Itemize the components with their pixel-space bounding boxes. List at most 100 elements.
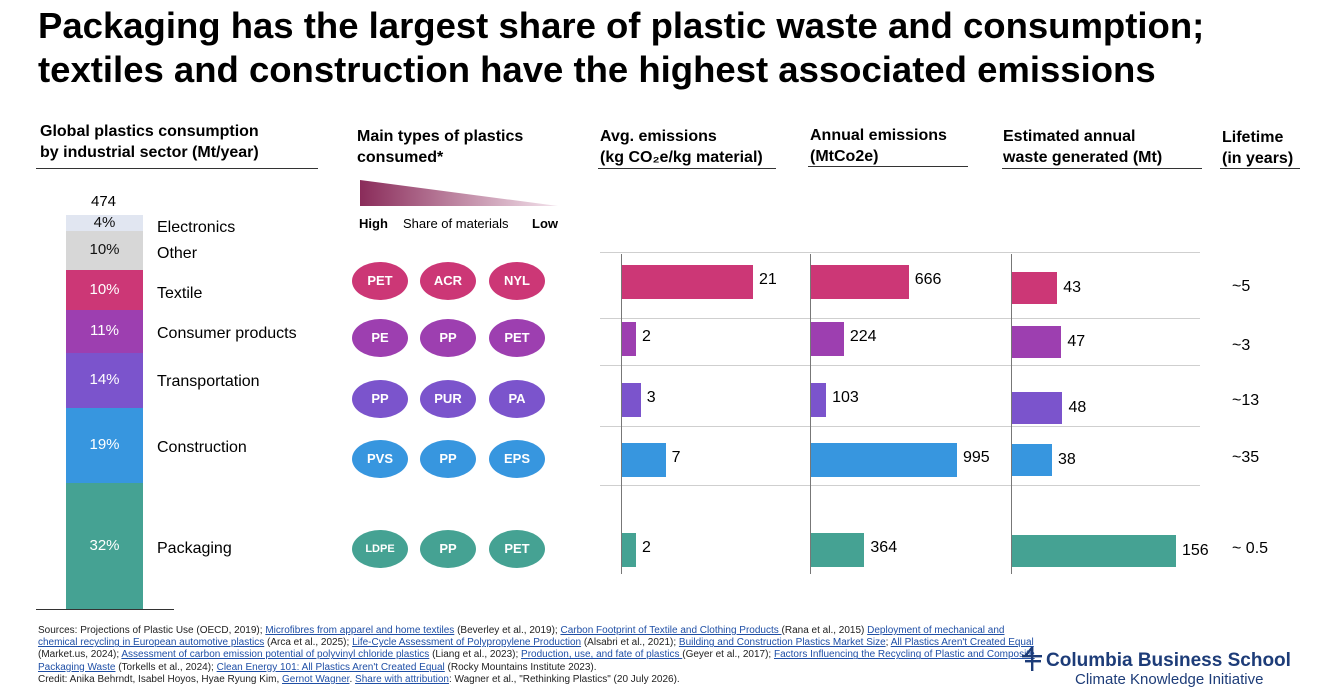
stack-segment-packaging [66,482,143,609]
credit-text: Credit: Anika Behrndt, Isabel Hoyos, Hya… [38,673,283,685]
legend-share-label: Share of materials [403,216,509,231]
header-types-line2: consumed* [357,149,444,166]
header-underline-lifetime [1220,168,1300,169]
waste-bar-transportation [1012,392,1063,424]
plastic-type-pp: PP [420,530,476,568]
header-avg-emissions: Avg. emissions (kg CO₂e/kg material) [600,126,763,168]
avg-emissions-value: 3 [646,389,656,406]
title-line-2: textiles and construction have the highe… [38,49,1156,90]
stack-share-label: 19% [89,436,120,454]
sector-label-consumer-products: Consumer products [157,325,297,342]
plastic-type-pet: PET [352,262,408,300]
share-gradient-wedge [360,180,558,206]
credit-text: : Wagner et al., "Rethinking Plastics" (… [448,673,680,685]
plastic-type-pvs: PVS [352,440,408,478]
avg-emissions-bar-transportation [622,383,641,417]
header-waste-line1: Estimated annual [1003,128,1136,145]
plastic-type-pp: PP [420,440,476,478]
header-underline-consumption [36,168,318,169]
avg-emissions-value: 2 [642,328,651,345]
source-text: (Arca et al., 2025); [264,637,353,649]
header-annual-emissions: Annual emissions (MtCo2e) [810,125,947,167]
header-lifetime: Lifetime (in years) [1222,127,1293,169]
source-link[interactable]: Carbon Footprint of Textile and Clothing… [560,625,782,636]
source-text: (Rana et al., 2015) [781,625,868,636]
waste-value: 156 [1182,542,1209,559]
plastic-type-pa: PA [489,380,545,418]
source-link[interactable]: Clean Energy 101: All Plastics Aren't Cr… [216,661,445,673]
source-link[interactable]: All Plastics Aren't Created Equal [890,637,1034,649]
plastic-type-eps: EPS [489,440,545,478]
source-text: (Liang et al., 2023); [429,649,522,661]
annual-emissions-bar-transportation [811,383,827,417]
avg-emissions-value: 7 [671,449,681,466]
source-link[interactable]: Microfibres from apparel and home textil… [265,625,455,636]
legend-high: High [359,216,388,231]
annual-emissions-bar-textile [811,265,909,299]
stack-segment-other [66,230,143,271]
header-types: Main types of plastics consumed* [357,126,523,168]
source-text: (Geyer et al., 2017); [682,649,774,661]
credit-link[interactable]: Gernot Wagner [282,673,350,685]
header-lifetime-line2: (in years) [1222,150,1294,167]
header-lifetime-line1: Lifetime [1222,129,1284,146]
plastic-type-pe: PE [352,319,408,357]
waste-value: 47 [1067,333,1086,350]
sources-footnote: Sources: Projections of Plastic Use (OEC… [38,625,1038,686]
row-separator [600,318,1200,319]
source-text: (Beverley et al., 2019); [454,625,561,636]
share-gradient-legend [360,180,558,206]
header-annual-line2: (MtCo2e) [810,148,879,165]
avg-emissions-bar-textile [622,265,753,299]
source-text: ; [885,637,891,649]
source-link[interactable]: Building and Construction Plastics Marke… [678,637,886,649]
page-title: Packaging has the largest share of plast… [38,4,1328,92]
annual-emissions-value: 224 [849,328,877,345]
stack-segment-transportation [66,352,143,409]
avg-emissions-axis [621,254,622,574]
stack-share-label: 10% [89,241,120,259]
source-text: (Alsabri et al., 2021); [581,637,679,649]
header-consumption-line2: by industrial sector (Mt/year) [40,144,259,161]
lifetime-value: ~ 0.5 [1232,540,1269,557]
source-link[interactable]: Life-Cycle Assessment of Polypropylene P… [352,637,582,649]
avg-emissions-bar-packaging [622,533,636,567]
source-text: Sources: Projections of Plastic Use (OEC… [38,625,266,636]
source-link[interactable]: Deployment of mechanical and chemical re… [38,625,1005,649]
annual-emissions-bar-construction [811,443,957,477]
plastic-type-pp: PP [352,380,408,418]
plastic-type-ldpe: LDPE [352,530,408,568]
stack-share-label: 11% [90,322,119,340]
source-link[interactable]: Assessment of carbon emission potential … [121,649,430,661]
row-separator [600,252,810,253]
plastic-type-pur: PUR [420,380,476,418]
sector-label-construction: Construction [157,439,247,456]
annual-emissions-value: 103 [832,389,859,406]
stack-segment-textile [66,270,143,310]
waste-value: 43 [1063,279,1081,296]
stack-segment-construction [66,408,143,483]
source-text: (Market.us, 2024); [38,649,122,661]
source-text: (Rocky Mountains Institute 2023). [444,661,597,673]
share-attribution-link[interactable]: Share with attribution [355,673,449,685]
row-separator [600,426,1200,427]
lifetime-value: ~35 [1232,449,1260,466]
header-waste-line2: waste generated (Mt) [1003,149,1163,166]
source-link[interactable]: Factors Influencing the Recycling of Pla… [38,649,1035,673]
total-consumption-label: 474 [91,193,117,210]
waste-value: 38 [1057,451,1076,468]
waste-value: 48 [1068,399,1087,416]
annual-emissions-bar-consumer-products [811,322,844,356]
brand-name: Columbia Business School [1046,650,1291,671]
source-link[interactable]: Production, use, and fate of plastics [521,649,683,661]
brand-subtitle: Climate Knowledge Initiative [1075,671,1264,688]
avg-emissions-value: 2 [642,539,651,556]
stack-segment-electronics [66,215,143,231]
header-avg-line1: Avg. emissions [600,128,717,145]
lifetime-value: ~3 [1232,337,1251,354]
annual-emissions-value: 995 [963,449,990,466]
sector-label-electronics: Electronics [157,219,236,236]
stack-share-label: 14% [89,371,120,389]
waste-bar-textile [1012,272,1058,304]
header-underline-waste [1002,168,1202,169]
